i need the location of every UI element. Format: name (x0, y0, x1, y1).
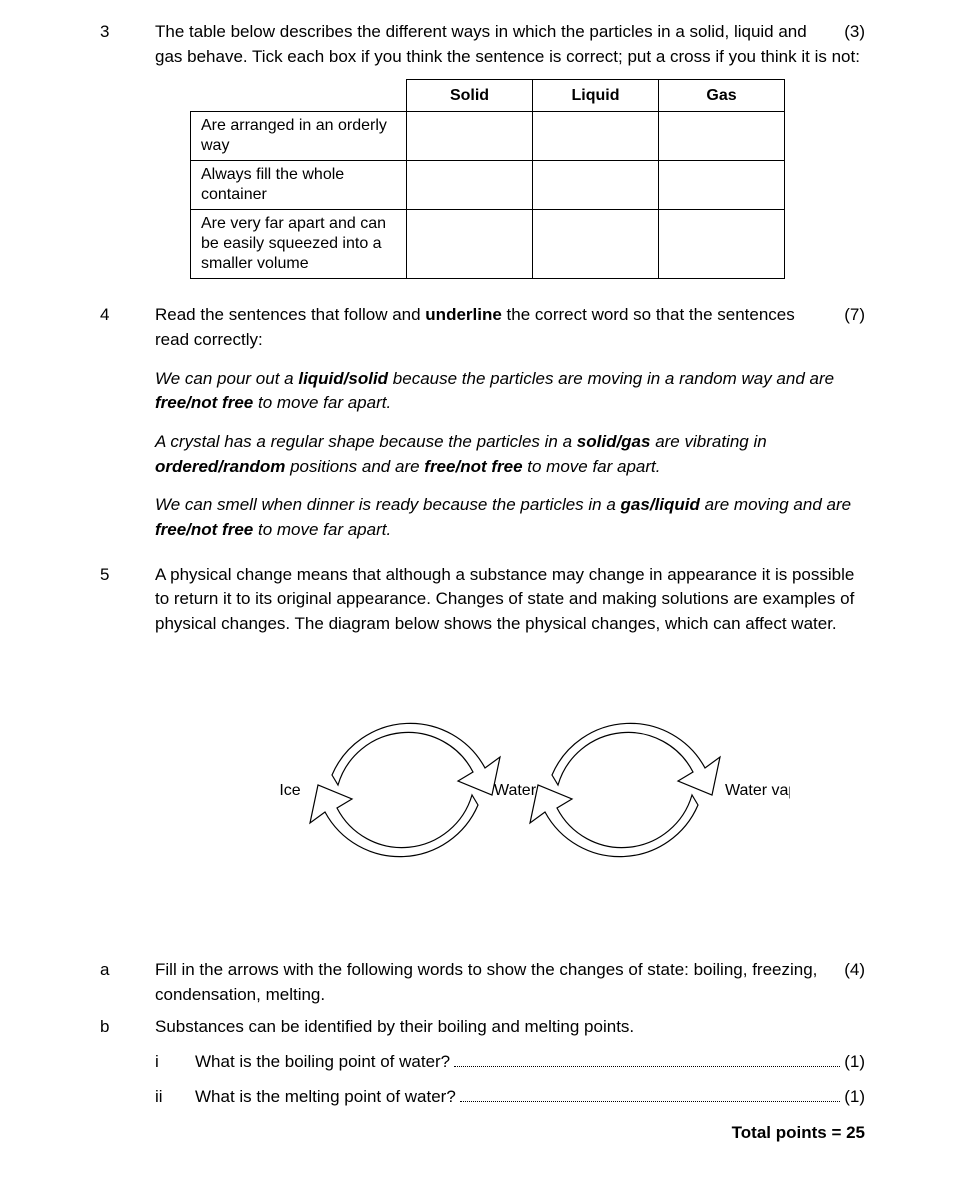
answer-cell[interactable] (407, 112, 533, 161)
text: are moving and are (700, 495, 851, 514)
col-gas: Gas (659, 80, 785, 112)
answer-cell[interactable] (407, 210, 533, 279)
choice[interactable]: free/not free (155, 393, 253, 412)
q5a-body: (4) Fill in the arrows with the followin… (155, 958, 865, 1007)
question-5: 5 A physical change means that although … (100, 563, 865, 951)
answer-cell[interactable] (533, 161, 659, 210)
table-header-row: Solid Liquid Gas (191, 80, 785, 112)
choice[interactable]: liquid/solid (298, 369, 388, 388)
q4-sentence-1: We can pour out a liquid/solid because t… (155, 367, 865, 416)
choice[interactable]: solid/gas (577, 432, 651, 451)
question-5b-i: i What is the boiling point of water? (1… (155, 1050, 865, 1075)
q3-table-wrap: Solid Liquid Gas Are arranged in an orde… (190, 79, 865, 279)
question-3: 3 (3) The table below describes the diff… (100, 20, 865, 297)
text: A crystal has a regular shape because th… (155, 432, 577, 451)
total-points: Total points = 25 (100, 1121, 865, 1146)
q4-intro-a: Read the sentences that follow and (155, 305, 425, 324)
choice[interactable]: ordered/random (155, 457, 285, 476)
label-vapour: Water vapour (725, 782, 790, 799)
q5bi-marks: (1) (844, 1050, 865, 1075)
worksheet-page: 3 (3) The table below describes the diff… (0, 0, 965, 1186)
q5a-text: Fill in the arrows with the following wo… (155, 960, 817, 1004)
text: because the particles are moving in a ra… (388, 369, 834, 388)
q5a-letter: a (100, 958, 155, 1007)
label-ice: Ice (279, 782, 300, 799)
q5-text: A physical change means that although a … (155, 563, 865, 637)
q5a-marks: (4) (824, 958, 865, 983)
row-desc: Are arranged in an orderly way (191, 112, 407, 161)
arrow-top-left[interactable] (332, 723, 500, 795)
answer-line[interactable] (454, 1066, 840, 1067)
table-row: Always fill the whole container (191, 161, 785, 210)
answer-line[interactable] (460, 1101, 840, 1102)
q4-sentence-2: A crystal has a regular shape because th… (155, 430, 865, 479)
arrow-bottom-left[interactable] (310, 785, 478, 857)
q5bii-num: ii (155, 1085, 195, 1110)
text: We can smell when dinner is ready becaus… (155, 495, 621, 514)
q3-text: The table below describes the different … (155, 22, 860, 66)
particles-table: Solid Liquid Gas Are arranged in an orde… (190, 79, 785, 279)
q5-number: 5 (100, 563, 155, 951)
arrow-bottom-right[interactable] (530, 785, 698, 857)
answer-cell[interactable] (659, 161, 785, 210)
row-desc: Are very far apart and can be easily squ… (191, 210, 407, 279)
q4-number: 4 (100, 303, 155, 556)
question-5b: b Substances can be identified by their … (100, 1015, 865, 1109)
q4-sentence-3: We can smell when dinner is ready becaus… (155, 493, 865, 542)
choice[interactable]: gas/liquid (621, 495, 700, 514)
answer-cell[interactable] (533, 210, 659, 279)
label-water: Water (494, 782, 537, 799)
table-row: Are arranged in an orderly way (191, 112, 785, 161)
q5bii-text: What is the melting point of water? (195, 1085, 456, 1110)
text: to move far apart. (253, 393, 391, 412)
text: to move far apart. (253, 520, 391, 539)
q5bi-num: i (155, 1050, 195, 1075)
q4-intro: (7) Read the sentences that follow and u… (155, 303, 865, 352)
question-5a: a (4) Fill in the arrows with the follow… (100, 958, 865, 1007)
q4-marks: (7) (824, 303, 865, 328)
q3-body: (3) The table below describes the differ… (155, 20, 865, 297)
q4-underline-word: underline (425, 305, 502, 324)
question-4: 4 (7) Read the sentences that follow and… (100, 303, 865, 556)
table-blank-cell (191, 80, 407, 112)
choice[interactable]: free/not free (424, 457, 522, 476)
q5b-body: Substances can be identified by their bo… (155, 1015, 865, 1109)
q3-marks: (3) (824, 20, 865, 45)
cycles-svg: Ice Water Water vapour (230, 655, 790, 925)
answer-cell[interactable] (407, 161, 533, 210)
text: We can pour out a (155, 369, 298, 388)
q5bi-text: What is the boiling point of water? (195, 1050, 450, 1075)
q5bii-marks: (1) (844, 1085, 865, 1110)
answer-cell[interactable] (659, 112, 785, 161)
text: are vibrating in (650, 432, 766, 451)
state-change-diagram: Ice Water Water vapour (155, 655, 865, 933)
answer-cell[interactable] (533, 112, 659, 161)
question-5b-ii: ii What is the melting point of water? (… (155, 1085, 865, 1110)
q5-body: A physical change means that although a … (155, 563, 865, 951)
text: to move far apart. (523, 457, 661, 476)
col-solid: Solid (407, 80, 533, 112)
q5b-letter: b (100, 1015, 155, 1109)
table-row: Are very far apart and can be easily squ… (191, 210, 785, 279)
text: positions and are (285, 457, 424, 476)
row-desc: Always fill the whole container (191, 161, 407, 210)
q3-number: 3 (100, 20, 155, 297)
q4-body: (7) Read the sentences that follow and u… (155, 303, 865, 556)
choice[interactable]: free/not free (155, 520, 253, 539)
answer-cell[interactable] (659, 210, 785, 279)
col-liquid: Liquid (533, 80, 659, 112)
q5b-text: Substances can be identified by their bo… (155, 1015, 865, 1040)
arrow-top-right[interactable] (552, 723, 720, 795)
